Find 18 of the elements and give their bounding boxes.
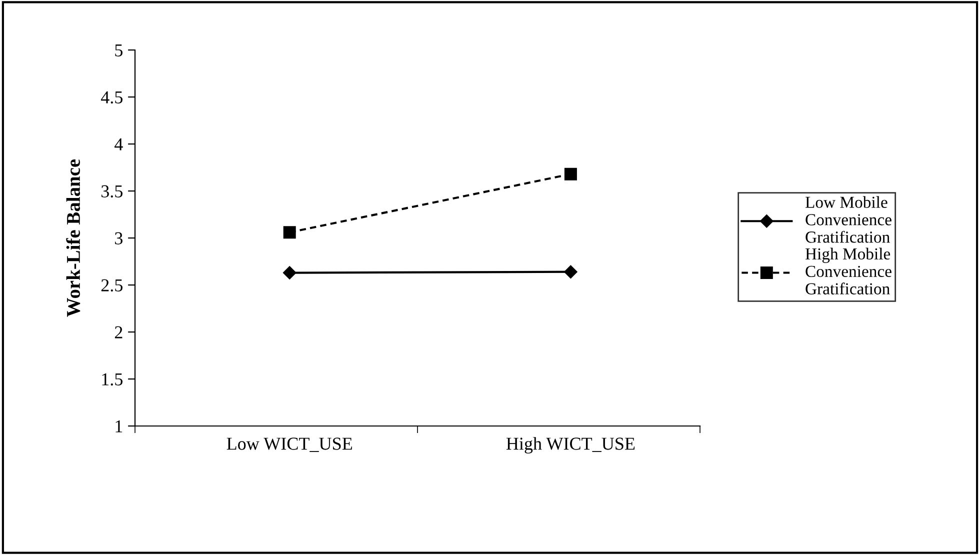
legend-label: Low Mobile Convenience Gratification	[805, 196, 892, 243]
y-tick-label: 1	[116, 420, 122, 432]
y-tick-label: 2.5	[101, 279, 122, 292]
y-tick-label: 4.5	[100, 91, 122, 104]
y-tick-label: 3	[115, 232, 122, 244]
y-tick-label: 2	[114, 326, 122, 338]
point	[283, 226, 296, 239]
y-tick-label: 5	[115, 44, 122, 56]
point	[564, 265, 578, 278]
x-tick-label: Low WICT_USE	[226, 438, 352, 452]
point	[283, 266, 296, 280]
legend-label: High Mobile Convenience Gratification	[805, 248, 892, 294]
y-tick-label: 4	[114, 138, 123, 150]
y-axis-title: Work-Life Balance	[66, 159, 80, 317]
point	[564, 168, 577, 180]
y-tick-label: 1.5	[102, 373, 122, 386]
x-tick-label: High WICT_USE	[506, 437, 635, 454]
y-tick-label: 3.5	[101, 185, 122, 198]
